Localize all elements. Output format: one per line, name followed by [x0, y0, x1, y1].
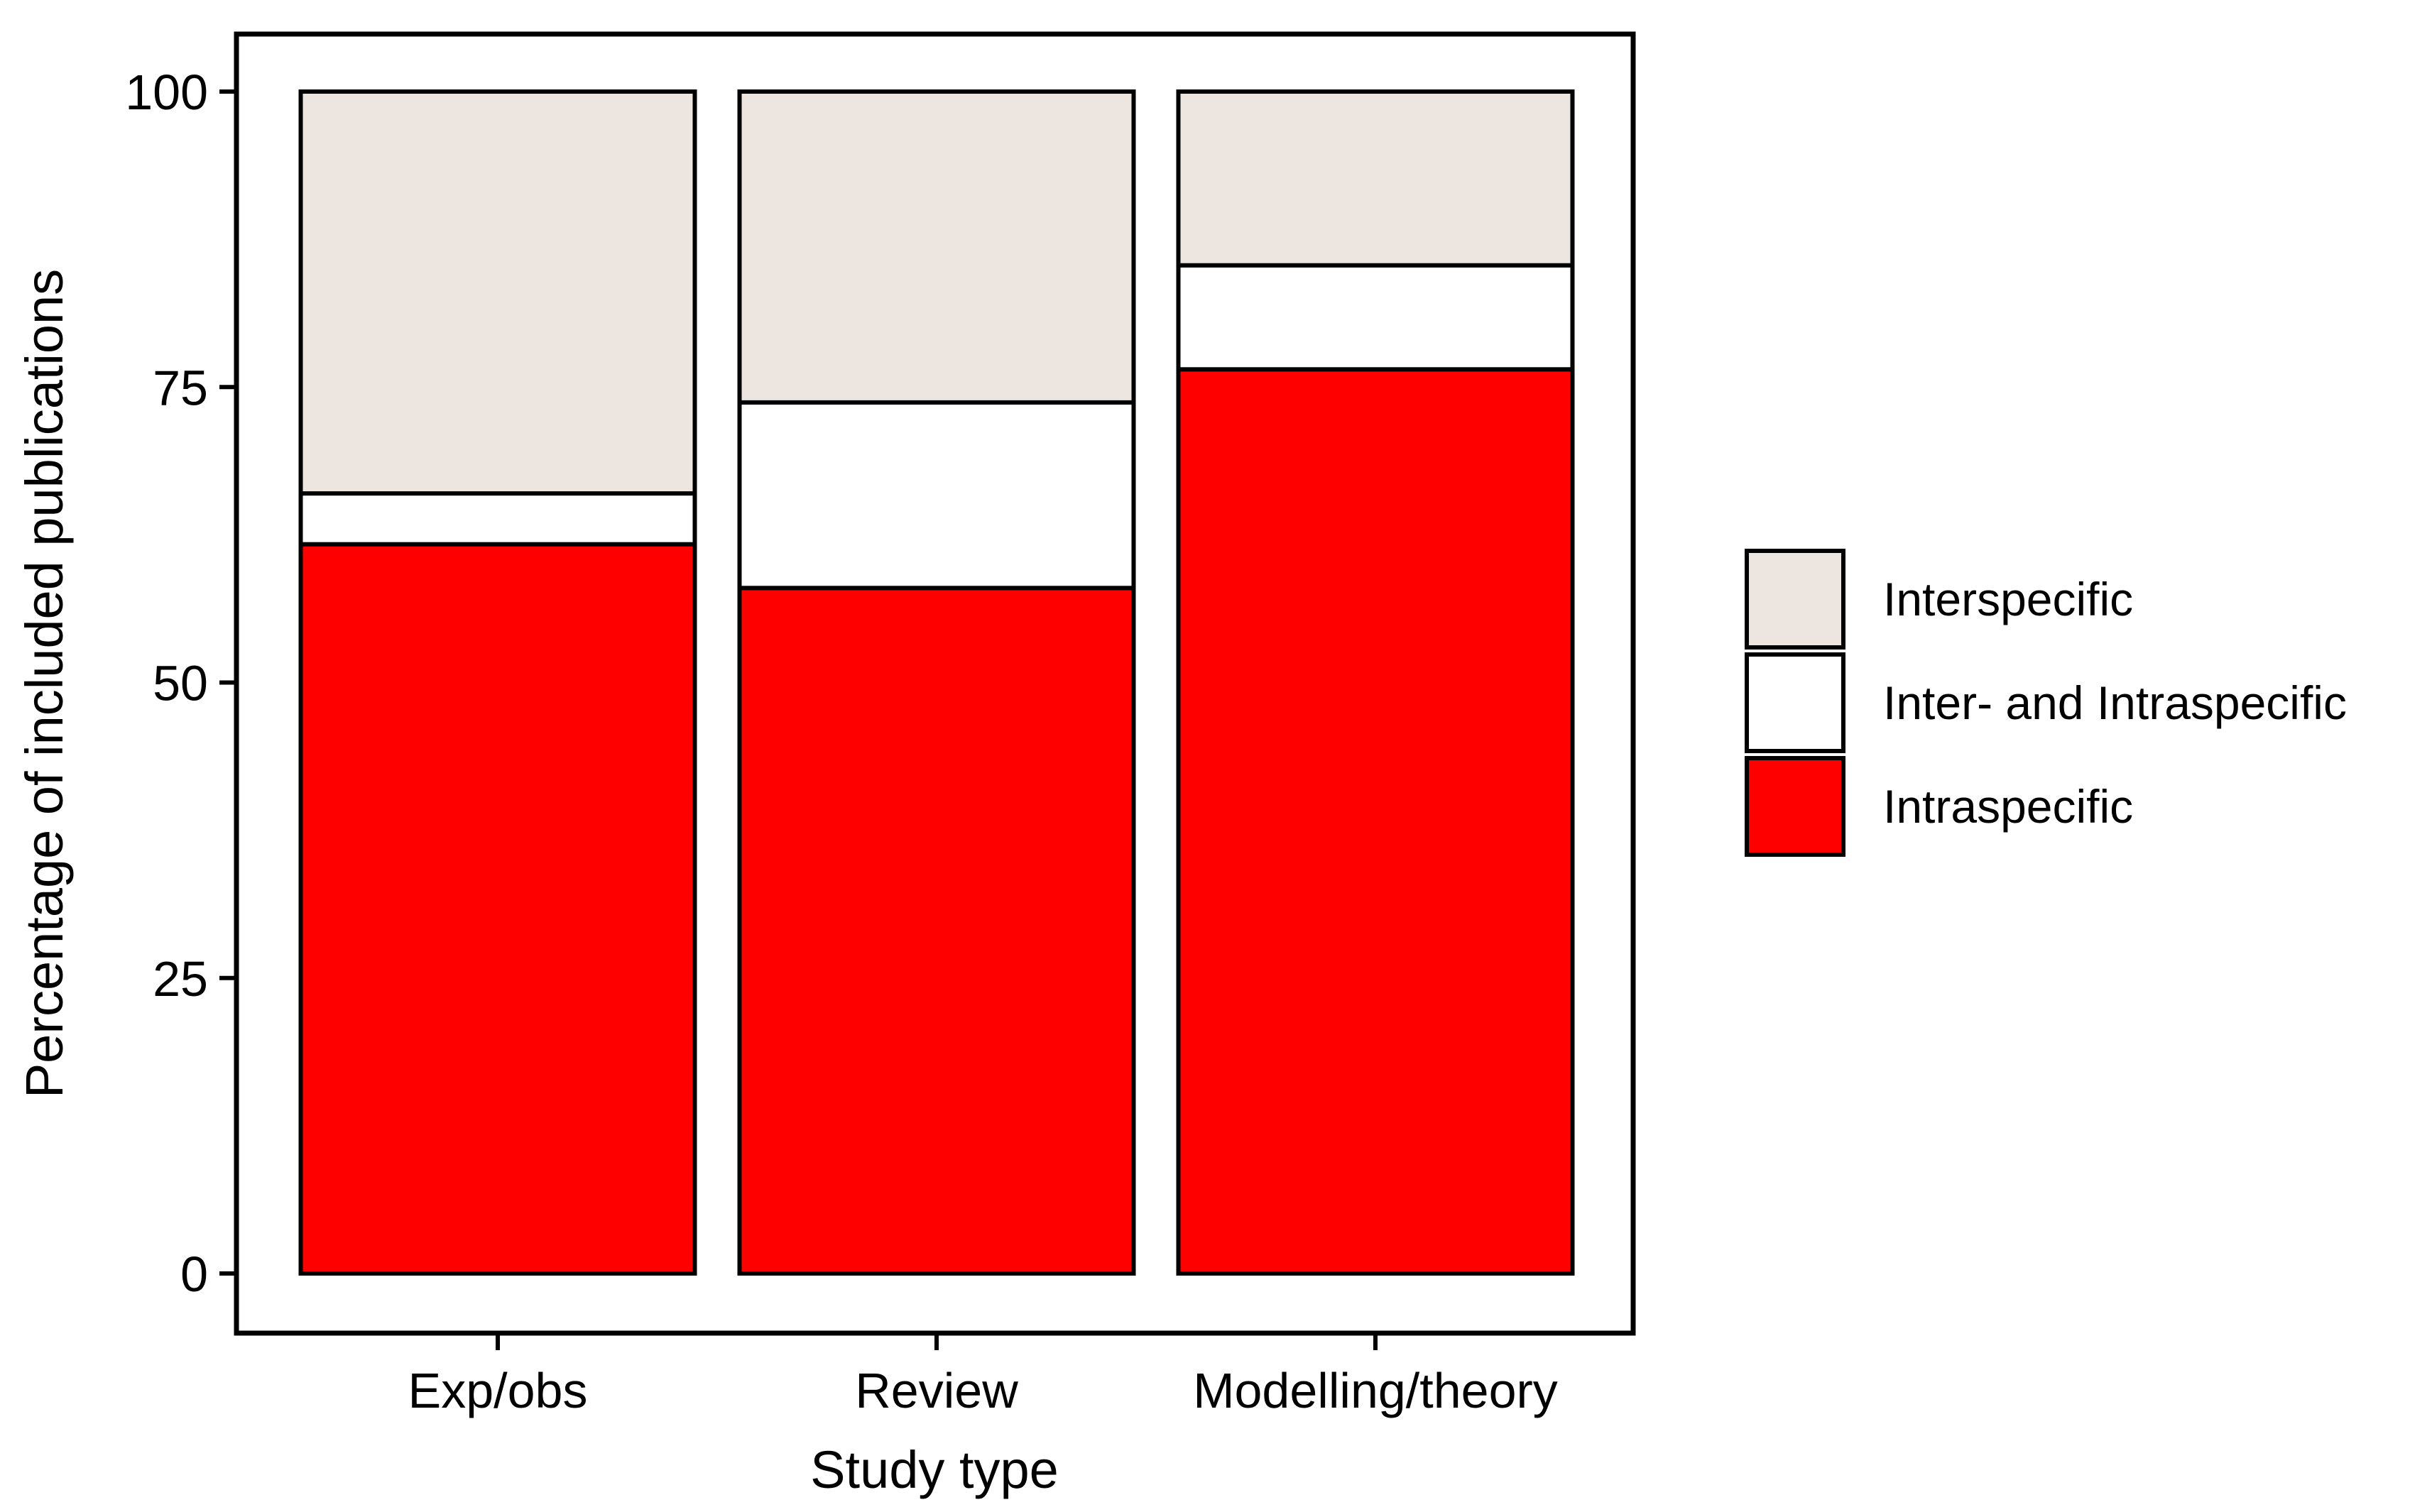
legend-key-intraspecific: [1745, 756, 1845, 857]
bar-modelling-theory-interspecific: [1176, 89, 1575, 268]
bar-review-inter-and-intraspecific: [737, 400, 1136, 591]
bars-layer: [298, 89, 1575, 1276]
bar-review-interspecific: [737, 89, 1136, 405]
legend-key-interspecific: [1745, 549, 1845, 650]
y-tick-label: 25: [153, 951, 208, 1007]
bar-modelling-theory-inter-and-intraspecific: [1176, 263, 1575, 372]
y-axis: 0 25 50 75 100: [125, 65, 236, 1302]
bar-exp-obs-inter-and-intraspecific: [298, 491, 697, 547]
x-axis-title: Study type: [810, 1440, 1059, 1499]
y-tick-label: 75: [153, 360, 208, 415]
legend: Interspecific Inter- and Intraspecific Int…: [1745, 549, 2347, 857]
bar-exp-obs-interspecific: [298, 89, 697, 496]
x-tick-label-exp-obs: Exp/obs: [408, 1363, 588, 1418]
bar-exp-obs-intraspecific: [298, 542, 697, 1276]
legend-key-inter-and-intraspecific: [1745, 652, 1845, 753]
legend-label-interspecific: Interspecific: [1883, 573, 2133, 625]
x-tick-label-review: Review: [855, 1363, 1018, 1418]
legend-label-inter-and-intraspecific: Inter- and Intraspecific: [1883, 676, 2347, 729]
legend-label-intraspecific: Intraspecific: [1883, 780, 2133, 833]
x-axis: Exp/obs Review Modelling/theory: [408, 1333, 1558, 1418]
y-axis-title: Percentage of included publications: [15, 269, 74, 1098]
y-tick-label: 50: [153, 656, 208, 711]
y-tick-label: 0: [180, 1247, 208, 1302]
y-tick-label: 100: [125, 65, 208, 120]
x-tick-label-modelling-theory: Modelling/theory: [1193, 1363, 1558, 1418]
bar-review-intraspecific: [737, 586, 1136, 1276]
bar-modelling-theory-intraspecific: [1176, 367, 1575, 1276]
